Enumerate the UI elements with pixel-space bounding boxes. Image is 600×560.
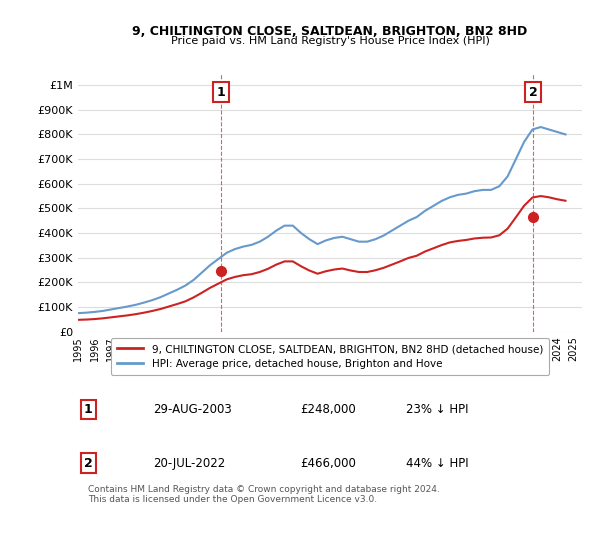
Text: 29-AUG-2003: 29-AUG-2003 xyxy=(154,403,232,416)
Text: 44% ↓ HPI: 44% ↓ HPI xyxy=(406,456,468,469)
Text: 23% ↓ HPI: 23% ↓ HPI xyxy=(406,403,468,416)
Legend: 9, CHILTINGTON CLOSE, SALTDEAN, BRIGHTON, BN2 8HD (detached house), HPI: Average: 9, CHILTINGTON CLOSE, SALTDEAN, BRIGHTON… xyxy=(111,338,549,375)
Text: £248,000: £248,000 xyxy=(300,403,356,416)
Text: 2: 2 xyxy=(84,456,92,469)
Text: Price paid vs. HM Land Registry's House Price Index (HPI): Price paid vs. HM Land Registry's House … xyxy=(170,36,490,46)
Text: £466,000: £466,000 xyxy=(300,456,356,469)
Text: 1: 1 xyxy=(84,403,92,416)
Text: Contains HM Land Registry data © Crown copyright and database right 2024.
This d: Contains HM Land Registry data © Crown c… xyxy=(88,485,440,505)
Text: 1: 1 xyxy=(217,86,226,99)
Text: 2: 2 xyxy=(529,86,538,99)
Text: 9, CHILTINGTON CLOSE, SALTDEAN, BRIGHTON, BN2 8HD: 9, CHILTINGTON CLOSE, SALTDEAN, BRIGHTON… xyxy=(133,25,527,38)
Text: 20-JUL-2022: 20-JUL-2022 xyxy=(154,456,226,469)
